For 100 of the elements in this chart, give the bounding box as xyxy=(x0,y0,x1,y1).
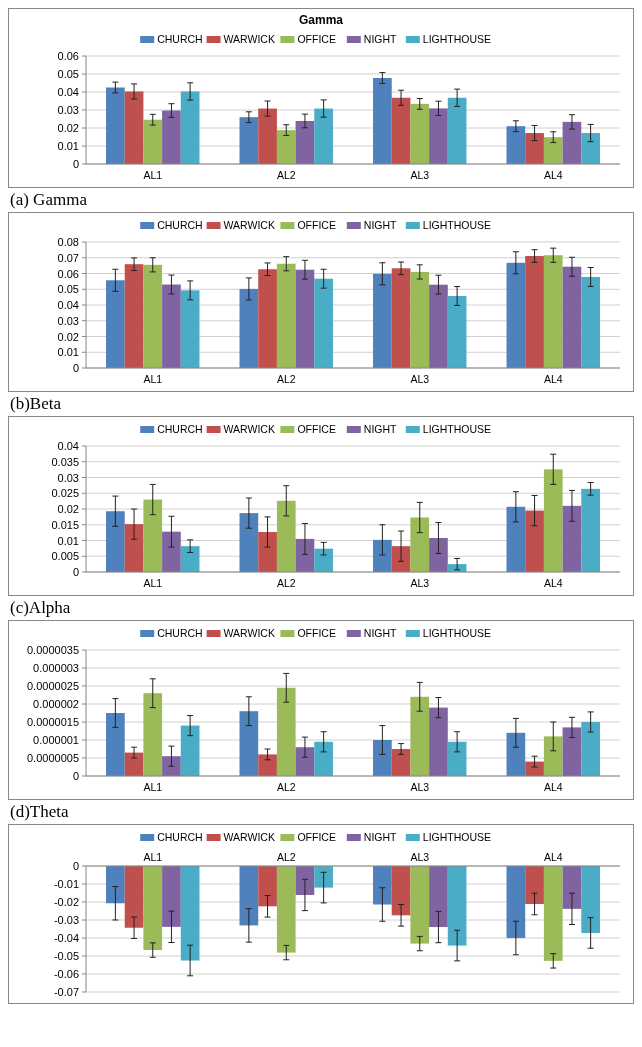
legend-label: CHURCH xyxy=(157,33,203,45)
x-tick-label: AL3 xyxy=(410,373,430,385)
y-tick-label: 0 xyxy=(72,158,79,170)
text: (a) Gamma xyxy=(10,190,88,209)
bar xyxy=(506,126,526,164)
bar xyxy=(143,693,163,776)
y-tick-label: 0.0000025 xyxy=(27,680,79,692)
bar xyxy=(562,121,582,164)
legend-label: WARWICK xyxy=(223,423,275,435)
bar xyxy=(314,741,333,776)
bar xyxy=(106,280,125,368)
legend-label: CHURCH xyxy=(157,423,203,435)
y-tick-label: 0.000001 xyxy=(33,734,79,746)
bar xyxy=(429,707,448,776)
bar xyxy=(124,91,144,164)
y-tick-label: 0.03 xyxy=(57,471,79,484)
x-tick-label: AL2 xyxy=(276,169,296,181)
y-tick-label: 0.04 xyxy=(57,299,79,311)
legend-label: CHURCH xyxy=(157,219,203,231)
x-tick-label: AL2 xyxy=(276,781,296,793)
legend-label: LIGHTHOUSE xyxy=(422,831,492,843)
legend-label: OFFICE xyxy=(297,423,336,435)
y-tick-label: 0.06 xyxy=(57,50,79,62)
legend-label: OFFICE xyxy=(297,33,336,45)
y-tick-label: 0.025 xyxy=(51,487,79,500)
legend-label: LIGHTHOUSE xyxy=(422,423,492,435)
bar xyxy=(581,276,600,368)
y-tick-label: 0.000003 xyxy=(33,662,79,674)
x-tick-label: AL1 xyxy=(143,577,163,589)
y-tick-label: 0.05 xyxy=(57,68,79,80)
y-tick-label: 0.03 xyxy=(57,104,79,116)
bar xyxy=(410,696,430,776)
bar xyxy=(124,264,144,368)
bar xyxy=(373,539,392,572)
bar xyxy=(162,110,181,164)
bar xyxy=(106,713,125,776)
legend-label: LIGHTHOUSE xyxy=(422,33,492,45)
x-tick-label: AL4 xyxy=(543,851,563,863)
bar xyxy=(106,87,125,164)
bar xyxy=(239,513,259,572)
y-tick-label: 0.08 xyxy=(57,236,79,248)
chart-title: Gamma xyxy=(298,13,344,27)
bar xyxy=(391,749,411,776)
legend-label: OFFICE xyxy=(297,831,336,843)
legend-label: OFFICE xyxy=(297,627,336,639)
legend-label: NIGHT xyxy=(363,423,398,435)
bar xyxy=(239,117,259,164)
bar xyxy=(581,133,600,164)
y-tick-label: -0.05 xyxy=(53,950,79,962)
bar xyxy=(429,108,448,164)
text: (b)Beta xyxy=(10,394,62,413)
bar xyxy=(143,119,163,164)
bar xyxy=(295,269,315,368)
y-tick-label: -0.01 xyxy=(53,878,79,890)
y-tick-label: 0 xyxy=(72,770,79,782)
x-tick-label: AL2 xyxy=(276,373,296,385)
y-tick-label: 0.04 xyxy=(57,440,79,452)
y-tick-label: -0.03 xyxy=(53,914,79,926)
y-tick-label: 0.06 xyxy=(57,267,79,280)
x-tick-label: AL3 xyxy=(410,781,430,793)
x-tick-label: AL4 xyxy=(543,373,563,385)
legend-label: OFFICE xyxy=(297,219,336,231)
bar xyxy=(162,756,181,776)
y-tick-label: 0 xyxy=(72,362,79,374)
x-tick-label: AL1 xyxy=(143,851,163,863)
y-tick-label: 0.035 xyxy=(51,455,79,468)
y-tick-label: 0.03 xyxy=(57,314,79,327)
x-tick-label: AL2 xyxy=(276,851,296,863)
y-tick-label: 0 xyxy=(72,566,79,578)
bar xyxy=(410,271,430,368)
y-tick-label: 0 xyxy=(72,860,79,872)
bar xyxy=(410,517,430,572)
bar xyxy=(276,263,296,368)
bar xyxy=(525,133,544,164)
bar xyxy=(258,108,277,164)
y-tick-label: -0.02 xyxy=(53,896,79,908)
legend-label: NIGHT xyxy=(363,627,398,639)
y-tick-label: 0.02 xyxy=(57,122,79,134)
bar xyxy=(429,537,448,572)
x-tick-label: AL2 xyxy=(276,577,296,589)
x-tick-label: AL4 xyxy=(543,577,563,589)
y-tick-label: 0.02 xyxy=(57,503,79,515)
bar xyxy=(314,108,333,164)
bar xyxy=(525,510,544,572)
bar xyxy=(373,273,392,368)
bar xyxy=(581,488,600,572)
bar xyxy=(180,290,200,368)
legend-label: LIGHTHOUSE xyxy=(422,219,492,231)
bar xyxy=(143,264,163,368)
legend-label: WARWICK xyxy=(223,219,275,231)
y-tick-label: 0.0000035 xyxy=(27,644,79,656)
bar xyxy=(314,278,333,368)
bar xyxy=(276,500,296,572)
x-tick-label: AL4 xyxy=(543,169,563,181)
x-tick-label: AL1 xyxy=(143,169,163,181)
bar xyxy=(562,505,582,572)
bar xyxy=(543,255,563,368)
bar xyxy=(373,740,392,776)
bar xyxy=(258,754,277,776)
x-tick-label: AL1 xyxy=(143,781,163,793)
